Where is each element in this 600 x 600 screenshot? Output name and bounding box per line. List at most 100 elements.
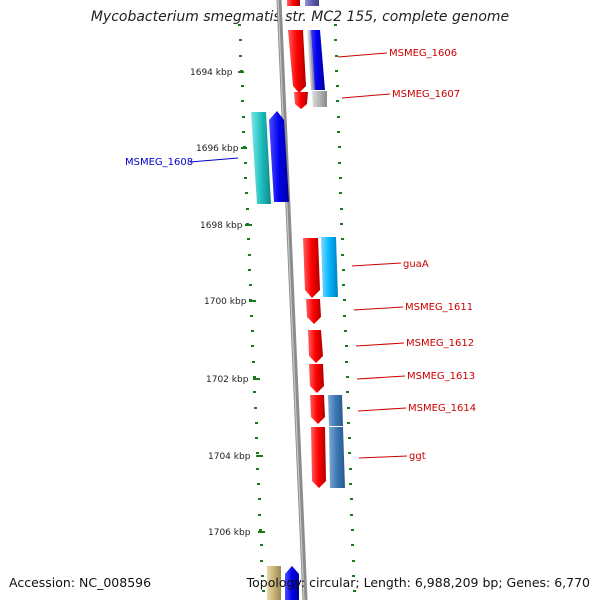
tick-dot (349, 483, 352, 485)
tick-label-1704: 1704 kbp (208, 452, 251, 462)
cds-msmeg-1612[interactable] (308, 330, 323, 363)
tick-dot (339, 192, 342, 194)
cds-feature-top-purple[interactable] (305, 0, 319, 6)
tick-dot (256, 468, 259, 470)
tick-dot (348, 452, 351, 454)
tick-dot (346, 376, 349, 378)
gene-label-msmeg-1611[interactable]: MSMEG_1611 (405, 302, 473, 313)
gene-label-msmeg-1612[interactable]: MSMEG_1612 (406, 338, 474, 349)
tick-dot (352, 560, 355, 562)
tick-dot (347, 407, 350, 409)
tick-dot (337, 116, 340, 118)
tick-label-1696: 1696 kbp (196, 144, 239, 154)
cds-msmeg-1607-gray[interactable] (312, 91, 327, 107)
tick-dot (338, 162, 341, 164)
label-leader-lines (189, 52, 408, 459)
tick-dot (340, 208, 343, 210)
leader-msmeg-1606 (337, 52, 388, 58)
tick-dot (350, 498, 353, 500)
tick-dot (255, 437, 258, 439)
gene-label-msmeg-1606[interactable]: MSMEG_1606 (389, 48, 457, 59)
tick-dot (336, 85, 339, 87)
outer-tick-dots (238, 24, 356, 592)
tick-dot (239, 39, 242, 41)
tick-dot (261, 575, 264, 577)
kbp-ticks: 1694 kbp 1696 kbp 1698 kbp 1700 kbp 1702… (190, 68, 265, 538)
cds-feature-bottom-blue[interactable] (285, 566, 299, 600)
tick-dot (248, 254, 251, 256)
cds-msmeg-1606-gray[interactable] (307, 30, 315, 90)
tick-dot (241, 85, 244, 87)
cds-msmeg-1607[interactable] (294, 92, 308, 109)
gene-label-guaa[interactable]: guaA (403, 259, 429, 270)
tick-label-1700: 1700 kbp (204, 297, 247, 307)
tick-dot (250, 315, 253, 317)
cds-msmeg-1606[interactable] (288, 30, 306, 93)
cds-msmeg-1614-steel[interactable] (328, 395, 343, 426)
gene-label-ggt[interactable]: ggt (409, 451, 426, 462)
tick-dot (249, 284, 252, 286)
cds-feature-bottom-olive[interactable] (267, 566, 281, 600)
tick-dot (256, 452, 259, 454)
cds-msmeg-1608[interactable] (269, 111, 289, 202)
tick-dot (258, 498, 261, 500)
tick-dot (253, 376, 256, 378)
tick-dot (259, 529, 262, 531)
tick-dot (347, 422, 350, 424)
cds-guaa-sky[interactable] (321, 237, 338, 297)
tick-dot (238, 24, 241, 26)
tick-dot (253, 391, 256, 393)
tick-label-1698: 1698 kbp (200, 221, 243, 231)
gene-label-msmeg-1613[interactable]: MSMEG_1613 (407, 371, 475, 382)
tick-label-1702: 1702 kbp (206, 375, 249, 385)
tick-dot (351, 544, 354, 546)
gene-label-msmeg-1607[interactable]: MSMEG_1607 (392, 89, 460, 100)
cds-ggt[interactable] (311, 427, 326, 488)
tick-dot (337, 131, 340, 133)
cds-msmeg-1608-cyan[interactable] (251, 112, 271, 204)
cds-msmeg-1613[interactable] (309, 364, 324, 393)
tick-dot (242, 116, 245, 118)
tick-dot (346, 391, 349, 393)
accession-text: Accession: NC_008596 (9, 575, 152, 590)
tick-dot (244, 162, 247, 164)
tick-dot (241, 100, 244, 102)
gene-label-msmeg-1614[interactable]: MSMEG_1614 (408, 403, 476, 414)
tick-dot (351, 529, 354, 531)
cds-feature-top-red[interactable] (287, 0, 300, 6)
leader-guaa (351, 262, 402, 267)
cds-msmeg-1611[interactable] (306, 299, 321, 324)
leader-msmeg-1613 (356, 375, 406, 380)
tick-dot (254, 407, 257, 409)
tick-dot (251, 345, 254, 347)
tick-dot (252, 361, 255, 363)
cds-guaa[interactable] (303, 238, 320, 298)
tick-dot (258, 514, 261, 516)
tick-dot (343, 299, 346, 301)
tick-dot (239, 55, 242, 57)
tick-dot (340, 223, 343, 225)
leader-msmeg-1614 (357, 407, 407, 412)
tick-dot (255, 422, 258, 424)
genome-summary-text: Topology: circular; Length: 6,988,209 bp… (246, 575, 590, 590)
tick-dot (257, 483, 260, 485)
cds-ggt-steel[interactable] (329, 427, 345, 488)
gene-features (251, 0, 345, 600)
cds-msmeg-1614[interactable] (310, 395, 325, 424)
tick-dot (341, 238, 344, 240)
tick-dot (262, 590, 265, 592)
tick-dot (353, 590, 356, 592)
tick-dot (349, 468, 352, 470)
gene-label-msmeg-1608[interactable]: MSMEG_1608 (125, 157, 193, 168)
tick-dot (350, 514, 353, 516)
leader-ggt (358, 455, 408, 459)
leader-msmeg-1611 (353, 306, 404, 311)
tick-dot (343, 315, 346, 317)
tick-dot (345, 345, 348, 347)
tick-dot (344, 330, 347, 332)
gene-labels: MSMEG_1606 MSMEG_1607 MSMEG_1608 guaA MS… (125, 48, 476, 462)
tick-dot (335, 70, 338, 72)
tick-dot (342, 269, 345, 271)
